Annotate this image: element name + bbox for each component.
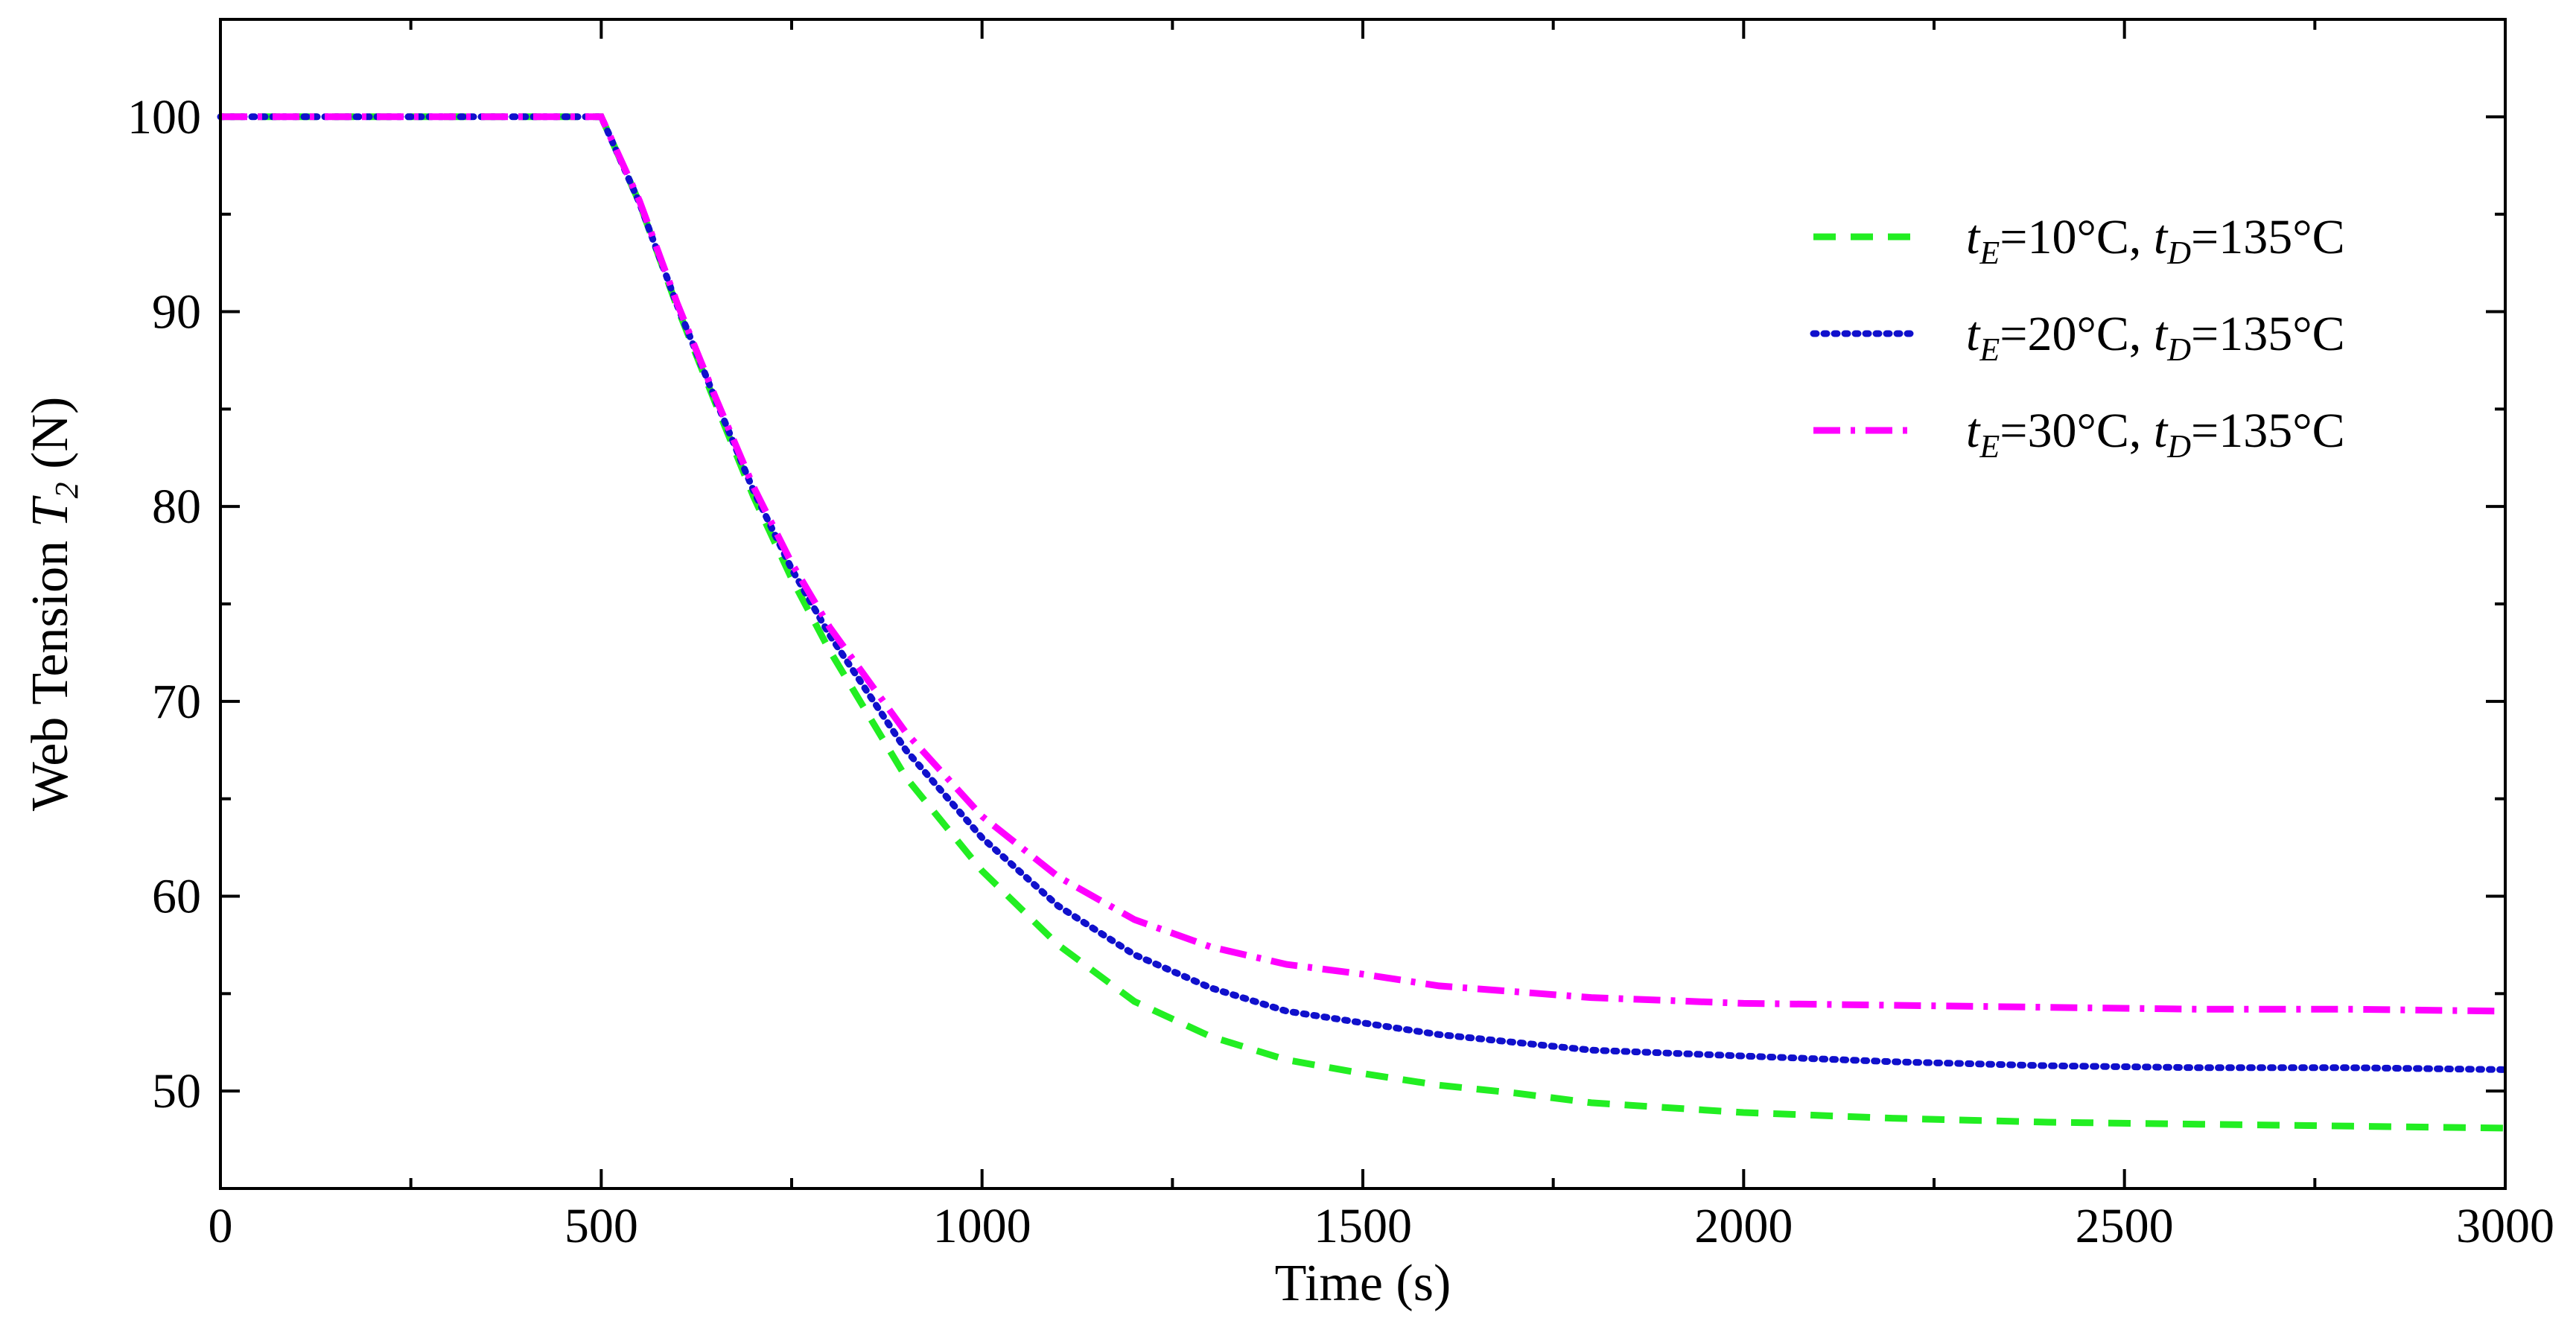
y-axis-title-subscript: 2: [48, 482, 85, 498]
plot-area-frame: [219, 18, 2507, 1190]
x-tick-label: 1000: [933, 1199, 1031, 1253]
y-axis-tick-labels: 50 60 70 80 90 100: [127, 90, 201, 1118]
y-tick-label: 80: [152, 480, 201, 534]
x-axis-tick-labels: 0 500 1000 1500 2000 2500 3000: [209, 1199, 2555, 1253]
legend-label-te20: tE=20°C, tD=135°C: [1966, 307, 2345, 368]
legend-entry-te20: tE=20°C, tD=135°C: [1810, 307, 2345, 368]
y-tick-label: 70: [152, 675, 201, 729]
legend-label-te10: tE=10°C, tD=135°C: [1966, 210, 2345, 271]
legend: tE=10°C, tD=135°C tE=20°C, tD=135°C tE=3…: [1810, 210, 2345, 465]
legend-entry-te30: tE=30°C, tD=135°C: [1813, 404, 2345, 465]
y-axis-title-variable: T: [22, 494, 79, 527]
y-tick-label: 60: [152, 870, 201, 924]
x-axis-title: Time (s): [1275, 1255, 1451, 1312]
y-axis-title-prefix: Web Tension: [22, 527, 79, 811]
x-tick-label: 500: [565, 1199, 638, 1253]
y-tick-label: 100: [127, 90, 201, 144]
series-lines: [217, 113, 2509, 1132]
x-tick-label: 2500: [2076, 1199, 2174, 1253]
x-tick-label: 1500: [1314, 1199, 1412, 1253]
legend-label-te30: tE=30°C, tD=135°C: [1966, 404, 2345, 465]
series-line-2: [217, 113, 2509, 1073]
x-tick-label: 3000: [2456, 1199, 2554, 1253]
y-axis-title: Web Tension T2 (N): [22, 397, 85, 812]
x-tick-label: 0: [209, 1199, 233, 1253]
x-tick-label: 2000: [1694, 1199, 1793, 1253]
y-tick-label: 90: [152, 285, 201, 340]
tick-marks: [219, 19, 2507, 1188]
y-tick-label: 50: [152, 1064, 201, 1118]
y-axis-title-suffix: (N): [22, 397, 79, 483]
legend-entry-te10: tE=10°C, tD=135°C: [1813, 210, 2345, 271]
